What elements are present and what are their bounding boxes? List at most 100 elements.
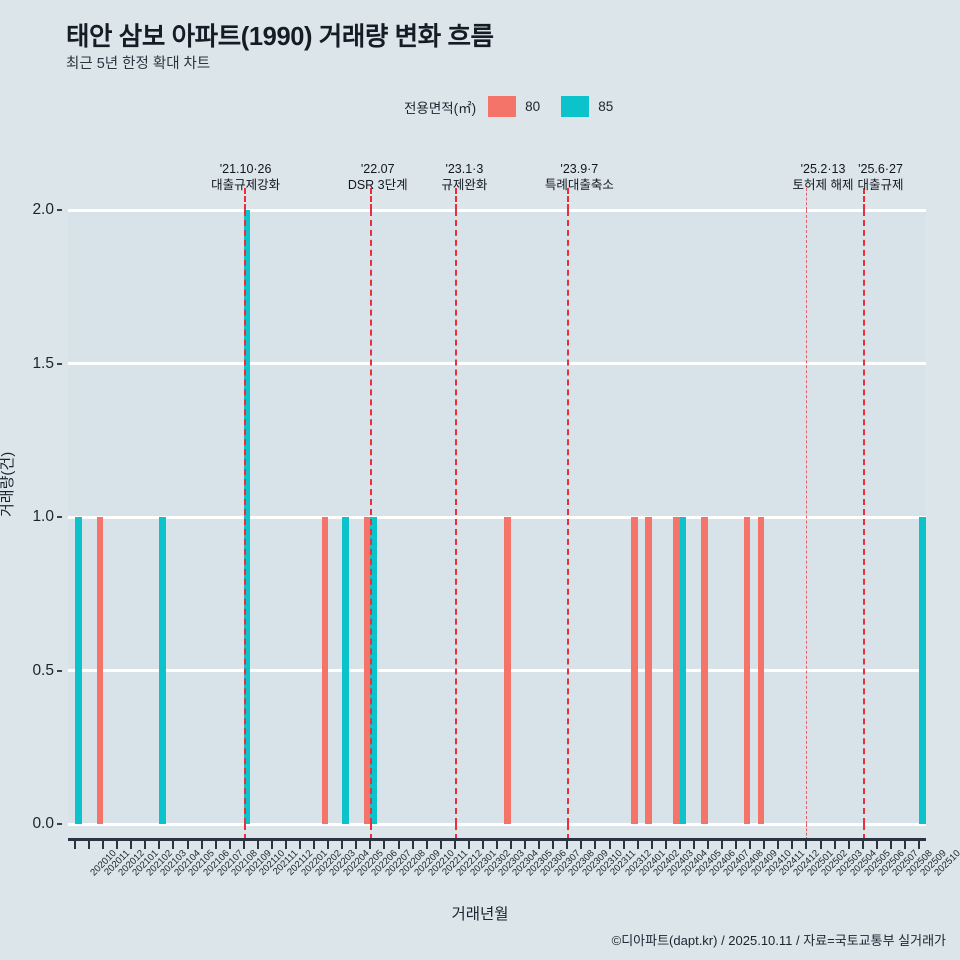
event-label: 특례대출축소 (544, 178, 614, 192)
event-line-foot (370, 824, 373, 840)
event-line-foot (454, 824, 457, 840)
bar (701, 517, 708, 824)
x-tick-mark (706, 841, 709, 849)
x-tick-mark (777, 841, 780, 849)
y-tick-label: 1.5 (32, 354, 54, 372)
x-tick-mark (622, 841, 625, 849)
event-date: '22.07 (360, 162, 395, 176)
bar (96, 517, 104, 824)
x-tick-mark (833, 841, 836, 849)
x-axis-title: 거래년월 (451, 906, 509, 923)
y-tick-mark (57, 362, 62, 365)
x-tick-mark (847, 841, 850, 849)
event-line (243, 210, 246, 824)
event-line (370, 210, 373, 824)
event-label: DSR 3단계 (347, 178, 408, 192)
y-tick-label: 1.0 (32, 508, 54, 525)
x-tick-mark (439, 841, 442, 849)
x-tick-mark (214, 841, 217, 849)
x-tick-mark (383, 841, 386, 849)
x-tick-mark (453, 841, 456, 849)
x-tick-mark (425, 841, 428, 849)
bar (679, 517, 687, 824)
event-date: '25.6·27 (858, 162, 903, 176)
event-line (454, 210, 457, 824)
y-axis: 0.0 0.5 1.0 1.5 2.0 (0, 201, 62, 832)
x-tick-mark (861, 841, 864, 849)
bar (363, 517, 371, 824)
bar (370, 517, 378, 824)
x-tick-mark (889, 841, 892, 849)
plot-area (68, 188, 926, 840)
event-line-cap (862, 188, 865, 210)
event-line-cap (243, 188, 246, 210)
x-tick-mark (130, 841, 133, 849)
bar (342, 517, 349, 824)
event-label: 대출규제 (857, 178, 904, 192)
x-tick-mark (467, 841, 470, 849)
bar (645, 517, 652, 824)
x-tick-mark (538, 841, 541, 849)
event-line-cap (370, 188, 373, 210)
x-tick-mark (650, 841, 653, 849)
event-annotation: '23.9·7 특례대출축소 (545, 162, 614, 193)
x-tick-mark (411, 841, 414, 849)
bar (75, 517, 82, 824)
event-annotation: '25.6·27 대출규제 (858, 162, 904, 193)
y-tick-label: 2.0 (32, 201, 54, 218)
x-tick-mark (88, 841, 91, 849)
x-tick-mark (805, 841, 808, 849)
event-line-foot (862, 824, 865, 840)
x-tick-mark (692, 841, 695, 849)
x-tick-mark (116, 841, 119, 849)
x-axis-tick-labels: 202010 202011 202012 202101 202102 202103 2021… (0, 846, 960, 906)
x-tick-mark (74, 841, 77, 849)
event-date: '23.1·3 (445, 162, 484, 176)
bar (243, 210, 251, 824)
event-annotation: '21.10·26 대출규제강화 (211, 162, 280, 193)
x-tick-mark (917, 841, 920, 849)
x-tick-mark (341, 841, 344, 849)
x-tick-mark (270, 841, 273, 849)
x-tick-mark (678, 841, 681, 849)
x-tick-mark (735, 841, 738, 849)
event-label: 규제완화 (441, 178, 488, 192)
bar (757, 517, 765, 824)
bar (631, 517, 638, 824)
bar (321, 517, 329, 824)
y-axis-title: 거래량(건) (0, 451, 16, 517)
legend-label-85: 85 (598, 99, 614, 114)
x-tick-mark (749, 841, 752, 849)
event-line-foot (806, 824, 808, 840)
event-date: '23.9·7 (560, 162, 599, 176)
x-tick-mark (763, 841, 766, 849)
x-tick-mark (285, 841, 288, 849)
x-tick-mark (228, 841, 231, 849)
event-annotation: '22.07 DSR 3단계 (348, 162, 408, 193)
x-tick-mark (397, 841, 400, 849)
x-tick-mark (608, 841, 611, 849)
x-tick-mark (524, 841, 527, 849)
x-tick-mark (369, 841, 372, 849)
x-tick-mark (186, 841, 189, 849)
bar (504, 517, 512, 824)
gridline (68, 669, 926, 672)
y-tick-mark (57, 209, 62, 211)
event-date: '25.2·13 (800, 162, 846, 176)
page-subtitle: 최근 5년 한정 확대 차트 (66, 56, 211, 72)
x-tick-mark (102, 841, 105, 849)
bar (673, 517, 680, 824)
y-tick-label: 0.5 (32, 661, 54, 679)
x-tick-mark (299, 841, 302, 849)
x-tick-mark (172, 841, 175, 849)
x-tick-mark (664, 841, 667, 849)
x-tick-mark (510, 841, 513, 849)
bar (743, 517, 751, 824)
chart-legend: 전용면적(㎡) 80 85 (404, 96, 625, 117)
event-annotation: '25.2·13 토허제 해제 (793, 162, 854, 193)
x-tick-mark (496, 841, 498, 849)
y-tick-mark (57, 669, 62, 672)
x-tick-mark (636, 841, 639, 849)
gridline (68, 515, 926, 519)
gridline (68, 362, 926, 365)
